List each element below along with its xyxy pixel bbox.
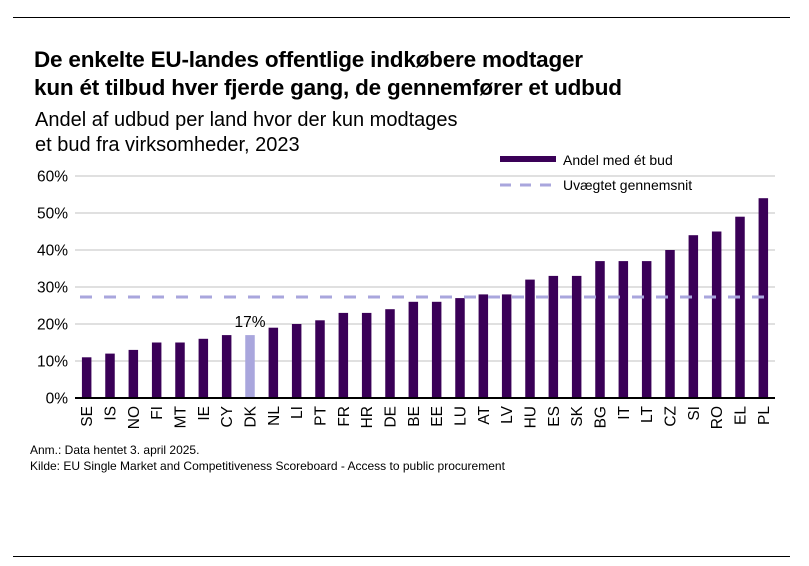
- data-labels: 17%: [234, 314, 265, 331]
- x-tick-label: DK: [243, 405, 260, 427]
- gridlines: [75, 175, 775, 362]
- bar-fr: [338, 312, 349, 398]
- x-tick-label: NL: [266, 406, 283, 426]
- legend: Andel med ét bud Uvægtet gennemsnit: [500, 152, 692, 193]
- bar-ro: [711, 231, 722, 398]
- bar-it: [618, 261, 629, 398]
- x-tick-label: LU: [453, 406, 470, 426]
- bar-nl: [268, 327, 279, 398]
- legend-bar-label: Andel med ét bud: [563, 152, 673, 168]
- bar-dk: [245, 335, 255, 398]
- legend-average-label: Uvægtet gennemsnit: [563, 177, 692, 193]
- y-tick-label: 30%: [37, 280, 68, 297]
- bar-lt: [641, 261, 652, 398]
- bar-sk: [571, 275, 582, 398]
- notes: Anm.: Data hentet 3. april 2025. Kilde: …: [30, 442, 505, 474]
- note-source: Kilde: EU Single Market and Competitiven…: [30, 459, 505, 473]
- x-tick-label: PT: [313, 405, 330, 425]
- x-tick-label: DE: [383, 406, 400, 428]
- y-tick-label: 50%: [37, 206, 68, 223]
- legend-bar-swatch: [500, 156, 556, 162]
- title-line-1: De enkelte EU-landes offentlige indkøber…: [34, 47, 583, 72]
- y-tick-label: 20%: [37, 317, 68, 334]
- x-tick-label: EL: [733, 406, 750, 425]
- bar-mt: [175, 342, 185, 398]
- bar-li: [291, 324, 302, 398]
- subtitle-line-1: Andel af udbud per land hvor der kun mod…: [35, 109, 458, 131]
- y-tick-label: 40%: [37, 243, 68, 260]
- bar-cy: [221, 335, 232, 398]
- x-tick-label: IT: [616, 405, 633, 419]
- bar-lv: [501, 294, 512, 398]
- bar-de: [385, 309, 395, 398]
- y-tick-label: 10%: [37, 354, 68, 371]
- x-tick-label: PL: [756, 406, 773, 425]
- x-tick-label: SI: [686, 406, 703, 421]
- x-tick-label: HU: [523, 406, 540, 428]
- subtitle-line-2: et bud fra virksomheder, 2023: [35, 134, 300, 156]
- x-tick-label: AT: [476, 405, 493, 424]
- x-tick-label: NO: [126, 406, 143, 429]
- bar-no: [128, 349, 139, 398]
- bar-is: [105, 353, 115, 398]
- top-rule: [13, 17, 790, 18]
- bar-ie: [198, 338, 209, 398]
- x-tick-label: BE: [406, 406, 423, 427]
- x-tick-label: EE: [429, 406, 446, 427]
- x-tick-label: CY: [219, 406, 236, 428]
- bar-be: [408, 301, 419, 398]
- bar-ee: [431, 301, 442, 398]
- y-tick-label: 60%: [37, 169, 68, 186]
- bar-se: [81, 357, 92, 398]
- chart-subtitle: Andel af udbud per land hvor der kun mod…: [35, 108, 458, 158]
- x-tick-label: IE: [196, 406, 213, 421]
- x-tick-label: FI: [149, 406, 166, 420]
- x-tick-label: CZ: [663, 406, 680, 427]
- bar-at: [478, 294, 489, 398]
- bar-hr: [361, 312, 372, 398]
- x-tick-label: FR: [336, 406, 353, 427]
- bar-el: [735, 216, 745, 398]
- title-line-2: kun ét tilbud hver fjerde gang, de genne…: [34, 75, 622, 100]
- y-axis-ticks: 0% 10% 20% 30% 40% 50% 60%: [37, 169, 68, 408]
- bar-bg: [595, 261, 605, 398]
- x-tick-label: BG: [593, 406, 610, 428]
- x-axis-categories: SE IS NO FI MT IE CY DK NL LI PT FR HR DE BE EE LU AT LV HU…: [79, 405, 773, 429]
- bar-lu: [455, 298, 465, 398]
- x-tick-label: SE: [79, 406, 96, 427]
- x-tick-label: LV: [499, 405, 516, 423]
- bottom-rule: [13, 556, 790, 557]
- data-label-highlight: 17%: [234, 314, 265, 331]
- bar-si: [688, 235, 699, 398]
- chart-title: De enkelte EU-landes offentlige indkøber…: [34, 46, 622, 102]
- x-tick-label: ES: [546, 406, 563, 427]
- y-tick-label: 0%: [46, 391, 69, 408]
- bar-cz: [665, 250, 675, 398]
- bar-hu: [525, 279, 535, 398]
- x-tick-label: LT: [639, 405, 656, 422]
- x-tick-label: RO: [709, 406, 726, 429]
- bar-es: [548, 275, 559, 398]
- x-tick-label: HR: [359, 406, 376, 428]
- bar-pt: [315, 320, 325, 398]
- x-tick-label: SK: [569, 405, 586, 426]
- x-tick-label: LI: [289, 406, 306, 419]
- bars: [81, 198, 769, 398]
- x-tick-label: IS: [103, 406, 120, 421]
- bar-fi: [151, 342, 162, 398]
- x-tick-label: MT: [173, 405, 190, 428]
- note-anm: Anm.: Data hentet 3. april 2025.: [30, 443, 200, 457]
